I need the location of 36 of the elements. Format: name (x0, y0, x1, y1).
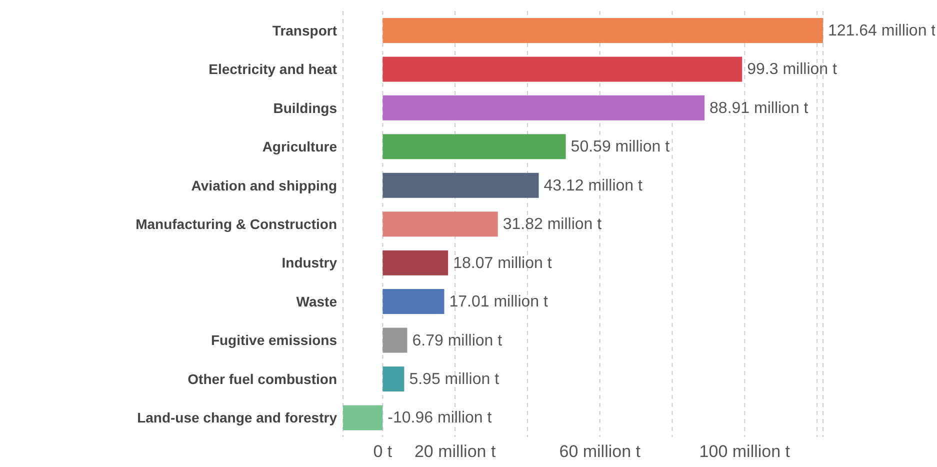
y-tick-label: Waste (296, 293, 338, 310)
bar (343, 405, 383, 430)
bar (382, 56, 742, 82)
data-label: 99.3 million t (747, 61, 838, 78)
y-tick-label: Land-use change and forestry (137, 410, 338, 426)
bar (382, 172, 539, 198)
data-label: 43.12 million t (544, 177, 644, 194)
data-label: 50.59 million t (570, 138, 670, 156)
bar (382, 289, 444, 314)
data-label: -10.96 million t (388, 410, 492, 427)
y-tick-label: Buildings (273, 100, 338, 116)
y-tick-label: Industry (282, 254, 338, 271)
y-tick-label: Transport (272, 22, 338, 38)
x-tick-label: 20 million t (414, 442, 496, 462)
bar (382, 134, 566, 160)
x-tick-label: 60 million t (559, 442, 641, 462)
data-label: 6.79 million t (412, 332, 503, 350)
data-label: 17.01 million t (449, 294, 549, 311)
data-label: 88.91 million t (710, 100, 809, 117)
y-tick-label: Aviation and shipping (191, 177, 337, 194)
x-tick-label: 100 million t (699, 442, 790, 462)
bar (382, 328, 408, 353)
bar (382, 366, 404, 392)
y-tick-label: Agriculture (262, 138, 338, 155)
data-label: 5.95 million t (409, 371, 500, 388)
y-tick-label: Manufacturing & Construction (136, 216, 337, 232)
y-tick-label: Electricity and heat (208, 61, 338, 78)
y-tick-label: Other fuel combustion (188, 370, 337, 387)
y-tick-label: Fugitive emissions (210, 332, 338, 348)
bar (382, 95, 705, 120)
bar (382, 18, 823, 43)
data-label: 18.07 million t (453, 254, 552, 272)
bar (382, 212, 498, 237)
data-label: 31.82 million t (502, 216, 602, 234)
bar (382, 250, 448, 276)
x-tick-label: 0 t (373, 442, 392, 462)
